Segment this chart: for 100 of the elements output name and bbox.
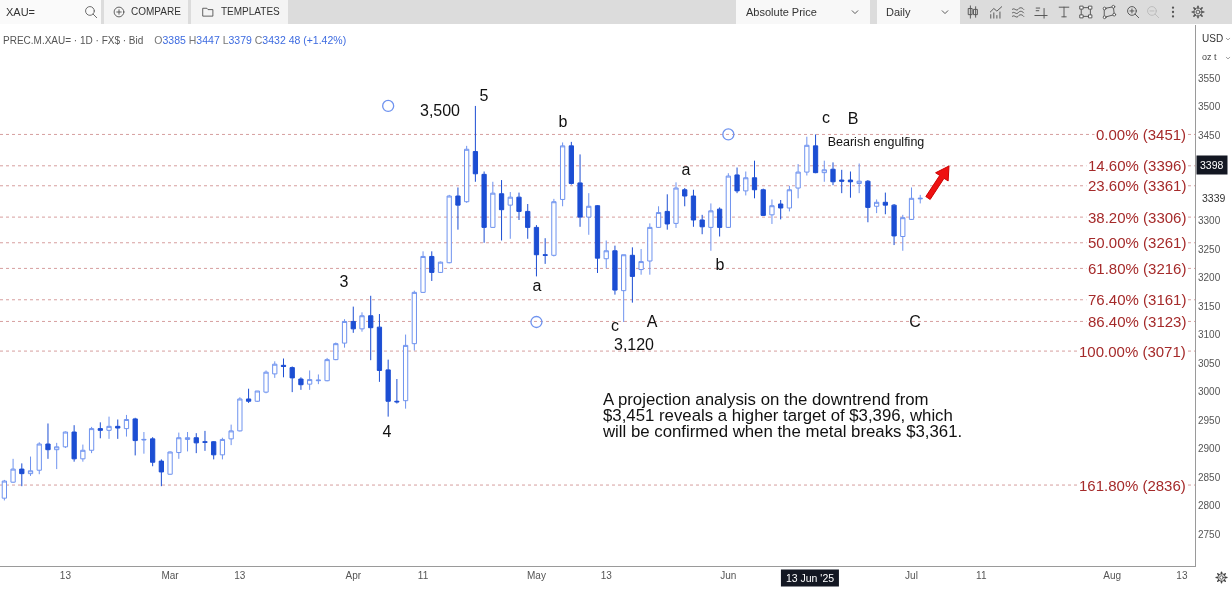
candlestick [525,203,531,240]
candlestick [856,163,862,194]
x-tick-label: 13 [600,570,613,581]
candlestick [760,188,766,217]
candlestick [385,359,391,418]
candlestick [873,198,880,214]
candlestick [455,186,461,231]
candlestick [743,171,749,196]
x-tick-label: Jun [720,570,737,581]
y-tick-label: 2950 [1198,414,1221,426]
candlestick [629,246,636,304]
annotation: A projection analysis on the downtrend from $3,451 reveals a higher target of $3,396, which will be confirmed when the metal breaks $3,361. [603,390,963,441]
annotation: Bearish engulfing [827,135,925,149]
candlestick [158,458,165,487]
candlestick [900,214,906,252]
candlestick [769,198,775,225]
candlestick [734,167,740,194]
candlestick [647,222,653,276]
candlestick [36,441,42,475]
candlestick [568,141,574,186]
point [530,315,543,329]
candlestick [402,334,409,410]
y-tick-label: 3000 [1198,386,1221,398]
y-tick-label: 3250 [1198,243,1221,255]
candlestick [1,479,7,501]
candlestick [167,450,173,476]
candlestick [54,442,60,470]
candlestick [621,254,627,323]
button: COMPARE [104,0,188,24]
candlestick [237,396,243,432]
candlestick [655,205,662,229]
candlestick [551,198,557,257]
candlestick [786,185,793,212]
x-tick-label: Aug [1103,570,1122,581]
candlestick [490,181,496,229]
candlestick [507,191,513,240]
candlestick [123,414,130,438]
text: USD [1202,33,1224,45]
annotation: A [646,313,658,331]
candlestick [682,187,688,207]
candlestick [821,160,827,183]
y-tick-label: 3500 [1198,101,1221,113]
y-tick-label: 2750 [1198,528,1221,540]
candlestick [141,431,147,455]
x-tick-label: Jul [905,570,918,581]
candlestick [184,431,191,452]
candlestick [315,373,322,385]
candlestick [690,189,697,228]
x-tick-label: 13 [234,570,246,581]
ref-line-label: 23.60% (3361) [1088,177,1187,194]
candlestick [559,141,566,207]
text: 3339 [1200,192,1228,205]
annotation: b [715,256,725,274]
text: oz t [1202,52,1217,63]
candlestick [716,206,723,237]
candlestick [542,237,548,265]
y-tick-label: 2900 [1198,443,1221,455]
annotation: c [822,109,830,127]
candlestick [533,224,540,277]
candlestick [472,105,479,183]
candlestick [708,202,714,252]
candlestick [603,239,609,269]
candlestick [62,430,69,449]
candlestick [429,250,435,282]
candlestick [446,194,452,264]
ref-line-label: 86.40% (3123) [1088,313,1187,330]
candlestick [176,432,182,460]
candlestick [882,192,888,215]
candlestick [106,416,112,440]
annotation: 3 [339,273,349,291]
candlestick [272,360,278,379]
y-tick-label: 3550 [1198,72,1221,84]
x-tick-label: Mar [161,570,180,581]
candlestick [254,390,260,403]
candlestick [673,181,679,229]
candlestick [307,369,313,391]
ref-line-label: 14.60% (3396) [1088,157,1187,174]
candlestick [394,378,400,405]
candlestick [219,437,226,460]
candlestick [725,172,731,229]
candlestick [280,357,287,378]
text: O3385 H3447 L3379 C3432 48 (+1.42%) [154,34,347,46]
candlestick [891,203,897,246]
x-tick-label: 11 [417,570,429,581]
candlestick [699,214,705,235]
text: PREC.M.XAU= · 1D · FX$ · Bid [3,35,144,46]
candlestick [577,153,583,228]
candlestick [27,456,34,477]
candlestick [778,199,784,220]
candlestick [804,136,810,176]
annotation: c [611,317,619,335]
candlestick [359,311,365,333]
candlestick [411,290,417,352]
candlestick [917,194,923,204]
candlestick [132,417,138,456]
ref-line-label: 100.00% (3071) [1079,343,1186,360]
candlestick [847,171,854,199]
y-tick-label: 3300 [1198,215,1221,227]
candlestick [45,422,51,460]
y-tick-label: 3050 [1198,357,1221,369]
